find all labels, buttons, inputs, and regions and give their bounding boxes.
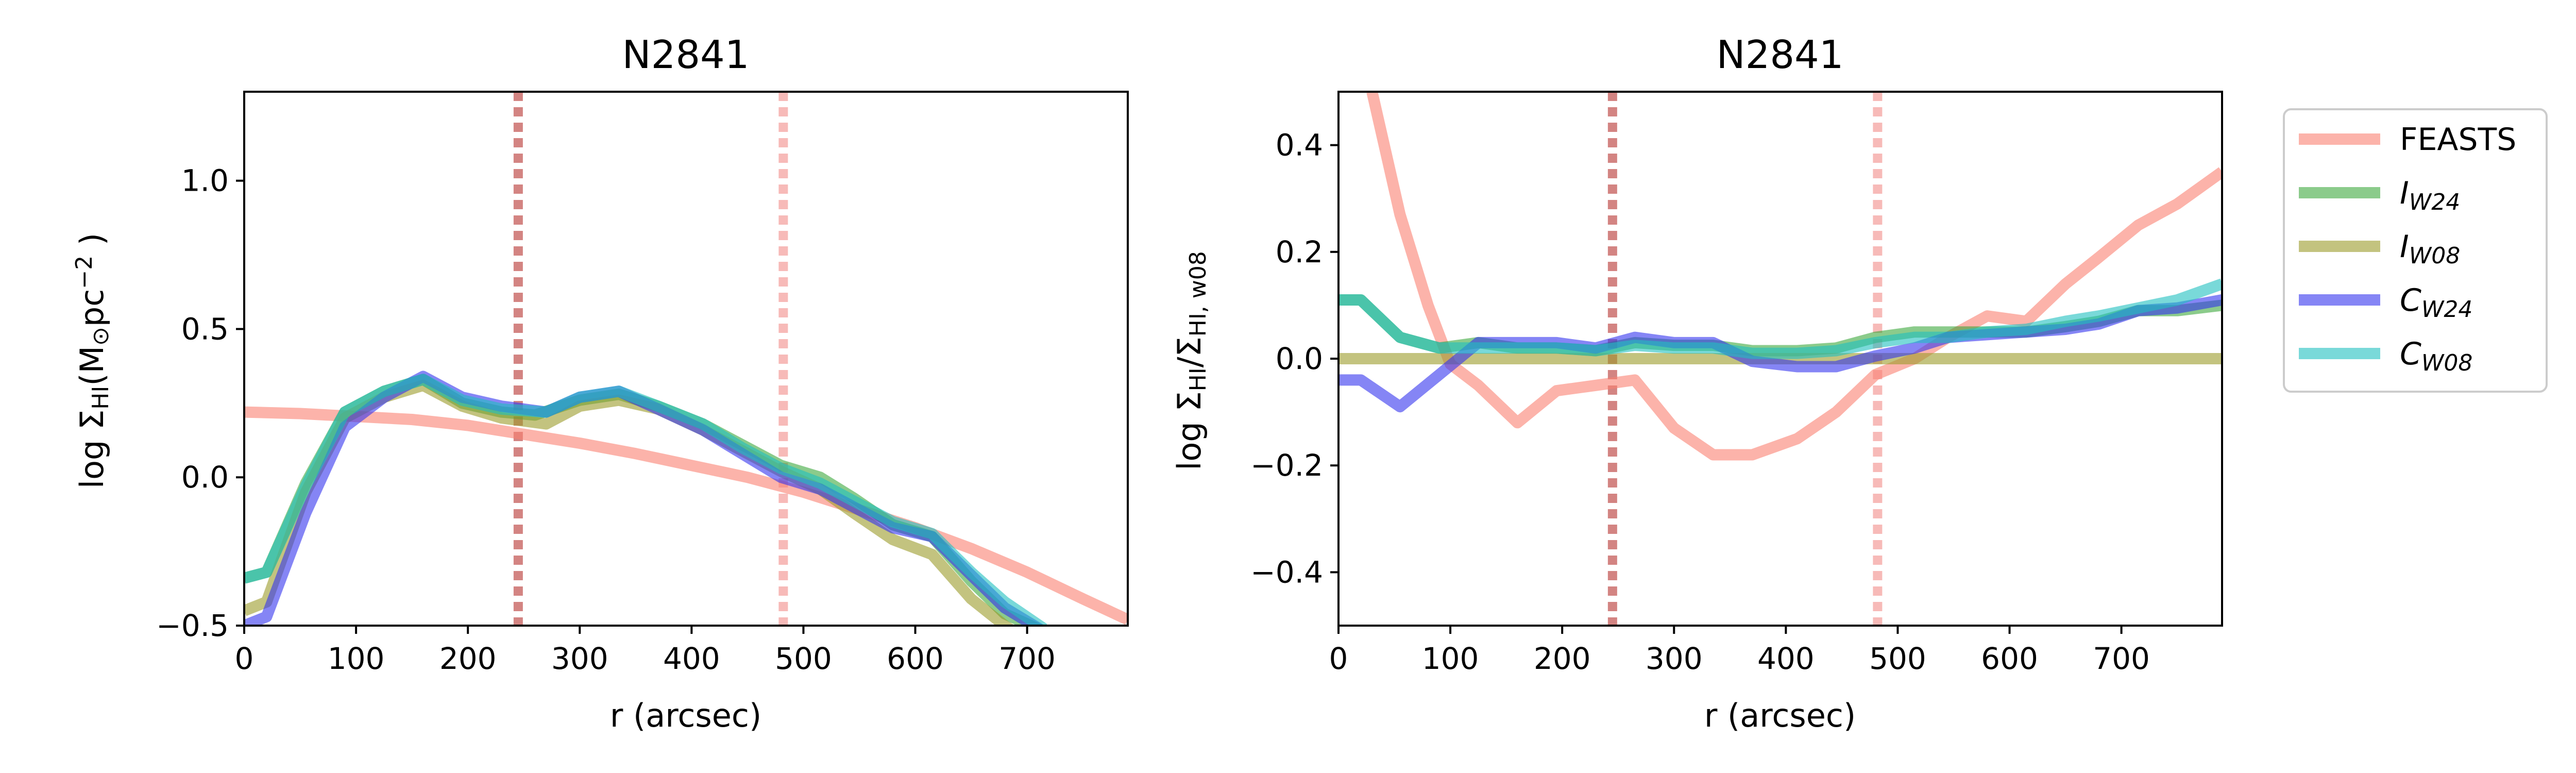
left-y-label-mid2: pc — [73, 289, 111, 327]
legend-label-feasts: FEASTS — [2400, 122, 2516, 158]
left-plot-area — [244, 92, 1128, 626]
legend-entries: FEASTS IW24 IW08 CW24 CW08 — [2299, 122, 2516, 376]
left-series-c-w08 — [244, 374, 1047, 626]
left-panel: N2841 0 100 200 300 400 500 600 700 −0.5 0.0 0.5 1… — [71, 32, 1129, 734]
right-y-tick-label-3: 0.2 — [1276, 234, 1323, 270]
right-series-c-w08 — [1338, 278, 2222, 359]
left-x-tick-label-500: 500 — [775, 641, 832, 676]
right-panel: N2841 0 100 200 300 400 500 600 700 −0.4 −0.2 0.0… — [1171, 32, 2223, 734]
left-x-tick-label-700: 700 — [998, 641, 1056, 676]
right-x-tick-label-300: 300 — [1646, 641, 1703, 676]
right-y-ticks: −0.4 −0.2 0.0 0.2 0.4 — [1250, 128, 1338, 590]
left-y-label-sub2: ⊙ — [88, 327, 114, 346]
right-series-feasts — [1366, 92, 2222, 461]
left-x-tick-label-300: 300 — [551, 641, 608, 676]
left-y-label-sup: −2 — [71, 256, 97, 289]
right-x-tick-label-500: 500 — [1869, 641, 1926, 676]
left-y-tick-label-0: −0.5 — [156, 608, 229, 643]
right-x-tick-label-100: 100 — [1422, 641, 1479, 676]
left-y-label-sub: HI — [88, 386, 114, 410]
left-x-ticks: 0 100 200 300 400 500 600 700 — [235, 626, 1056, 676]
left-x-tick-label-100: 100 — [328, 641, 385, 676]
left-x-tick-label-400: 400 — [663, 641, 720, 676]
left-y-label-post: ) — [73, 233, 111, 256]
left-y-tick-label-2: 0.5 — [181, 311, 229, 346]
right-y-label-sub2: HI, w08 — [1185, 251, 1211, 337]
left-y-ticks: −0.5 0.0 0.5 1.0 — [156, 163, 244, 643]
right-plot-area — [1338, 92, 2222, 626]
right-y-tick-label-4: 0.4 — [1276, 128, 1323, 163]
right-x-tick-label-200: 200 — [1534, 641, 1591, 676]
right-x-tick-label-600: 600 — [1981, 641, 2038, 676]
left-x-tick-label-0: 0 — [235, 641, 254, 676]
right-y-tick-label-0: −0.4 — [1250, 554, 1323, 590]
left-y-label-pre: log Σ — [73, 410, 111, 489]
left-x-axis-label: r (arcsec) — [610, 697, 761, 734]
legend: FEASTS IW24 IW08 CW24 CW08 — [2283, 108, 2548, 393]
right-x-tick-label-400: 400 — [1757, 641, 1815, 676]
left-x-tick-label-600: 600 — [887, 641, 944, 676]
legend-label-c-w08: CW08 — [2400, 336, 2472, 376]
left-y-tick-label-3: 1.0 — [181, 163, 229, 198]
left-y-tick-label-1: 0.0 — [181, 460, 229, 495]
right-x-ticks: 0 100 200 300 400 500 600 700 — [1329, 626, 2150, 676]
legend-box — [2283, 108, 2548, 393]
right-y-axis-label: log ΣHI/ΣHI, w08 — [1171, 251, 1211, 470]
right-panel-title: N2841 — [1717, 32, 1844, 77]
left-y-label-mid: (M — [73, 346, 111, 386]
left-series-feasts — [244, 406, 1128, 625]
right-y-label-mid: /Σ — [1171, 337, 1208, 367]
right-y-tick-label-1: −0.2 — [1250, 448, 1323, 483]
right-x-axis-label: r (arcsec) — [1704, 697, 1856, 734]
right-x-tick-label-700: 700 — [2093, 641, 2150, 676]
right-y-label-pre: log Σ — [1171, 391, 1208, 470]
right-x-tick-label-0: 0 — [1329, 641, 1348, 676]
left-y-axis-label: log ΣHI(M⊙pc−2 ) — [71, 233, 114, 489]
left-panel-title: N2841 — [622, 32, 750, 77]
legend-label-i-w08: IW08 — [2400, 229, 2460, 269]
left-x-tick-label-200: 200 — [439, 641, 497, 676]
right-y-tick-label-2: 0.0 — [1276, 341, 1323, 376]
right-y-label-sub: HI — [1185, 367, 1211, 391]
legend-label-c-w24: CW24 — [2400, 282, 2472, 323]
legend-label-i-w24: IW24 — [2400, 175, 2460, 215]
left-axes-frame — [243, 91, 1129, 627]
